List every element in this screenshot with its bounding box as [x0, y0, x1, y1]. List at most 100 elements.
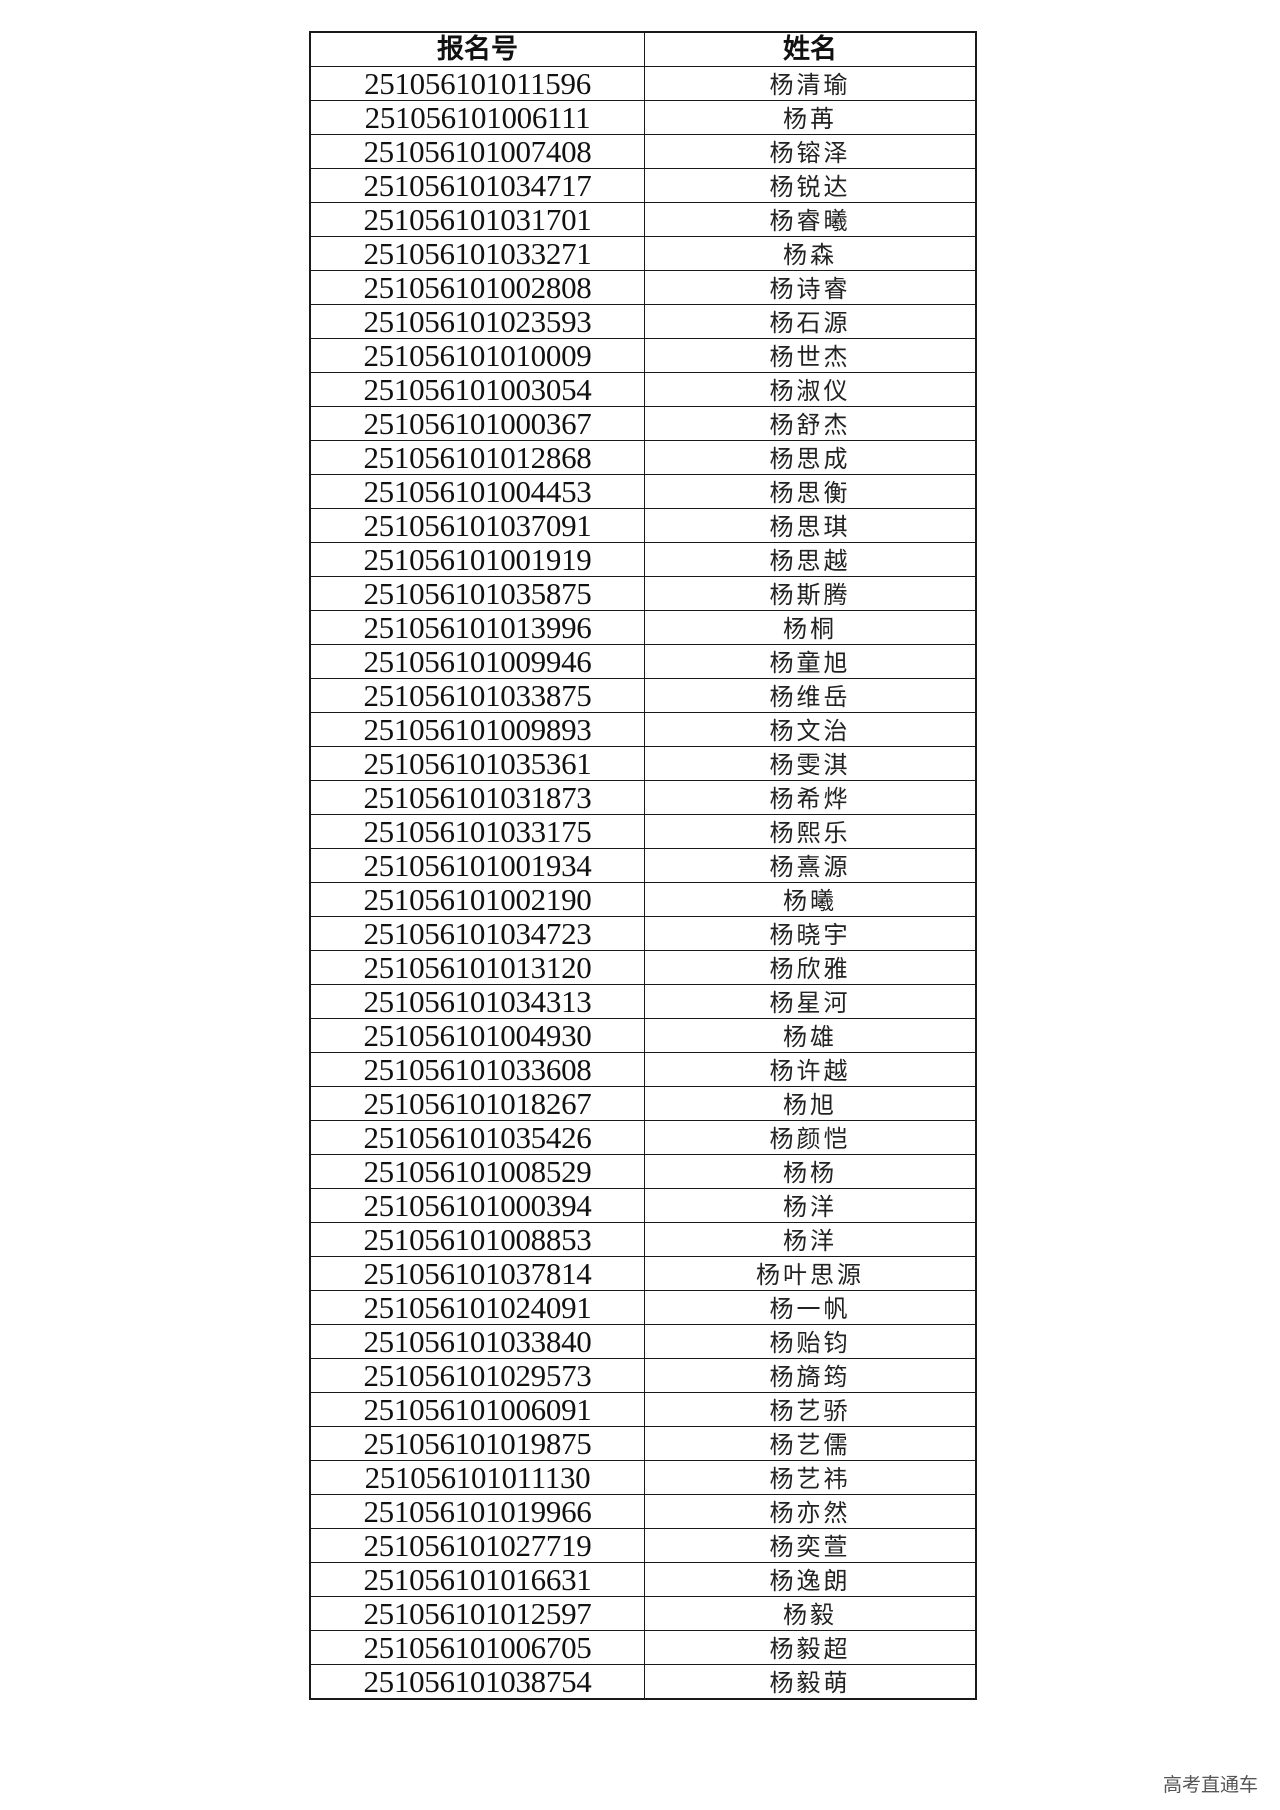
- name-cell: 杨晓宇: [644, 916, 977, 951]
- name-cell: 杨熹源: [644, 848, 977, 883]
- name-cell: 杨雯淇: [644, 746, 977, 781]
- table-row: 251056101033875 杨维岳: [309, 678, 977, 713]
- name-cell: 杨斯腾: [644, 576, 977, 611]
- table-row: 251056101018267 杨旭: [309, 1086, 977, 1121]
- table-row: 251056101031873 杨希烨: [309, 780, 977, 815]
- registration-number-cell: 251056101011596: [309, 66, 645, 101]
- name-cell: 杨思成: [644, 440, 977, 475]
- name-cell: 杨文治: [644, 712, 977, 747]
- registration-number-cell: 251056101035875: [309, 576, 645, 611]
- table-row: 251056101029573 杨旖筠: [309, 1358, 977, 1393]
- registration-number-cell: 251056101024091: [309, 1290, 645, 1325]
- registration-number-cell: 251056101003054: [309, 372, 645, 407]
- table-row: 251056101012868 杨思成: [309, 440, 977, 475]
- registration-number-cell: 251056101012597: [309, 1596, 645, 1631]
- table-row: 251056101010009 杨世杰: [309, 338, 977, 373]
- registration-number-cell: 251056101008529: [309, 1154, 645, 1189]
- table-row: 251056101027719 杨奕萱: [309, 1528, 977, 1563]
- table-row: 251056101009893 杨文治: [309, 712, 977, 747]
- registration-number-cell: 251056101033271: [309, 236, 645, 271]
- table-row: 251056101006705 杨毅超: [309, 1630, 977, 1665]
- table-row: 251056101007408 杨镕泽: [309, 134, 977, 169]
- registration-number-cell: 251056101007408: [309, 134, 645, 169]
- name-cell: 杨艺儒: [644, 1426, 977, 1461]
- name-cell: 杨一帆: [644, 1290, 977, 1325]
- name-cell: 杨杨: [644, 1154, 977, 1189]
- table-row: 251056101033271 杨森: [309, 236, 977, 271]
- table-row: 251056101009946 杨童旭: [309, 644, 977, 679]
- name-cell: 杨思衡: [644, 474, 977, 509]
- name-cell: 杨逸朗: [644, 1562, 977, 1597]
- table-row: 251056101001934 杨熹源: [309, 848, 977, 883]
- table-row: 251056101013120 杨欣雅: [309, 950, 977, 985]
- name-cell: 杨森: [644, 236, 977, 271]
- registration-number-cell: 251056101012868: [309, 440, 645, 475]
- table-row: 251056101024091 杨一帆: [309, 1290, 977, 1325]
- name-cell: 杨苒: [644, 100, 977, 135]
- name-cell: 杨舒杰: [644, 406, 977, 441]
- name-cell: 杨奕萱: [644, 1528, 977, 1563]
- registration-number-cell: 251056101033608: [309, 1052, 645, 1087]
- table-row: 251056101002190 杨曦: [309, 882, 977, 917]
- registration-number-cell: 251056101010009: [309, 338, 645, 373]
- table-row: 251056101033608 杨许越: [309, 1052, 977, 1087]
- table-row: 251056101004453 杨思衡: [309, 474, 977, 509]
- table-row: 251056101034723 杨晓宇: [309, 916, 977, 951]
- table-row: 251056101006111 杨苒: [309, 100, 977, 135]
- name-cell: 杨淑仪: [644, 372, 977, 407]
- table-row: 251056101004930 杨雄: [309, 1018, 977, 1053]
- registration-number-cell: 251056101019966: [309, 1494, 645, 1529]
- table-row: 251056101037814 杨叶思源: [309, 1256, 977, 1291]
- registration-number-cell: 251056101037091: [309, 508, 645, 543]
- registration-number-cell: 251056101001934: [309, 848, 645, 883]
- name-cell: 杨旭: [644, 1086, 977, 1121]
- registration-number-cell: 251056101029573: [309, 1358, 645, 1393]
- name-cell: 杨叶思源: [644, 1256, 977, 1291]
- table-row: 251056101037091 杨思琪: [309, 508, 977, 543]
- name-cell: 杨欣雅: [644, 950, 977, 985]
- table-row: 251056101013996 杨桐: [309, 610, 977, 645]
- table-row: 251056101003054 杨淑仪: [309, 372, 977, 407]
- table-row: 251056101033175 杨熙乐: [309, 814, 977, 849]
- name-cell: 杨洋: [644, 1188, 977, 1223]
- registration-number-cell: 251056101016631: [309, 1562, 645, 1597]
- registration-number-cell: 251056101013996: [309, 610, 645, 645]
- table-row: 251056101035875 杨斯腾: [309, 576, 977, 611]
- name-cell: 杨锐达: [644, 168, 977, 203]
- registration-number-cell: 251056101002808: [309, 270, 645, 305]
- registration-number-cell: 251056101006091: [309, 1392, 645, 1427]
- registration-number-cell: 251056101018267: [309, 1086, 645, 1121]
- registration-number-cell: 251056101009893: [309, 712, 645, 747]
- name-cell: 杨熙乐: [644, 814, 977, 849]
- name-cell: 杨桐: [644, 610, 977, 645]
- name-cell: 杨艺祎: [644, 1460, 977, 1495]
- registration-number-cell: 251056101002190: [309, 882, 645, 917]
- table-row: 251056101038754 杨毅萌: [309, 1664, 977, 1700]
- name-cell: 杨旖筠: [644, 1358, 977, 1393]
- registration-number-cell: 251056101001919: [309, 542, 645, 577]
- name-cell: 杨贻钧: [644, 1324, 977, 1359]
- registration-number-cell: 251056101006111: [309, 100, 645, 135]
- table-row: 251056101019966 杨亦然: [309, 1494, 977, 1529]
- table-row: 251056101002808 杨诗睿: [309, 270, 977, 305]
- name-cell: 杨毅: [644, 1596, 977, 1631]
- table-body: 251056101011596 杨清瑜 251056101006111 杨苒 25105…: [309, 66, 977, 1700]
- name-cell: 杨童旭: [644, 644, 977, 679]
- table-row: 251056101019875 杨艺儒: [309, 1426, 977, 1461]
- registration-number-cell: 251056101004930: [309, 1018, 645, 1053]
- registration-number-cell: 251056101038754: [309, 1664, 645, 1700]
- name-cell: 杨许越: [644, 1052, 977, 1087]
- name-cell: 杨睿曦: [644, 202, 977, 237]
- registration-number-cell: 251056101023593: [309, 304, 645, 339]
- name-cell: 杨清瑜: [644, 66, 977, 101]
- registration-number-cell: 251056101019875: [309, 1426, 645, 1461]
- name-cell: 杨星河: [644, 984, 977, 1019]
- name-cell: 杨颜恺: [644, 1120, 977, 1155]
- name-cell: 杨维岳: [644, 678, 977, 713]
- registration-number-cell: 251056101031873: [309, 780, 645, 815]
- registration-number-cell: 251056101008853: [309, 1222, 645, 1257]
- name-cell: 杨洋: [644, 1222, 977, 1257]
- registration-number-cell: 251056101009946: [309, 644, 645, 679]
- table-row: 251056101012597 杨毅: [309, 1596, 977, 1631]
- registration-number-cell: 251056101033840: [309, 1324, 645, 1359]
